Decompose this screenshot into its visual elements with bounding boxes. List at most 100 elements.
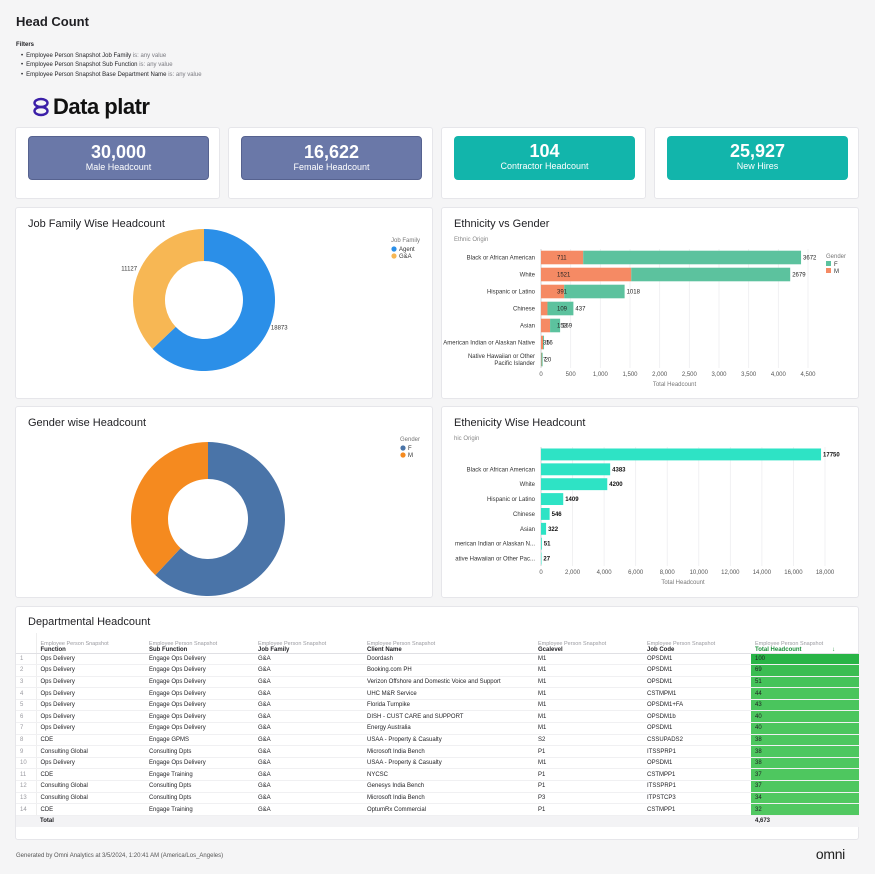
kpi-card-contractor: 104 Contractor Headcount	[441, 127, 646, 199]
omni-brand-logo: omni	[815, 846, 845, 862]
bar[interactable]	[564, 284, 625, 299]
table-row[interactable]: 13 Consulting Global Consulting Dpts G&A Mic…	[16, 792, 859, 805]
column-header-job-family[interactable]: Employee Person Snapshot Job Family	[254, 633, 363, 654]
table-row[interactable]: 6 Ops Delivery Engage Ops Delivery G&A DISH …	[16, 710, 859, 724]
bar[interactable]	[541, 507, 550, 520]
legend-title: Job Family	[391, 238, 420, 244]
bar[interactable]	[541, 537, 542, 550]
bar[interactable]	[541, 318, 551, 333]
row-number: 8	[16, 734, 37, 747]
table-row[interactable]: 4 Ops Delivery Engage Ops Delivery G&A UHC M…	[16, 687, 859, 700]
table-cell: USAA - Property & Casualty	[363, 734, 534, 747]
donut-slice[interactable]	[152, 229, 275, 371]
table-row[interactable]: 12 Consulting Global Consulting Dpts G&A Gen…	[16, 780, 859, 793]
column-header-total-headcount[interactable]: Employee Person Snapshot Total Headcount ↓	[751, 633, 859, 654]
table-cell: 38	[751, 745, 859, 758]
table-cell: DISH - CUST CARE and SUPPORT	[363, 710, 534, 724]
legend-label: F	[408, 446, 412, 452]
table-row[interactable]: 5 Ops Delivery Engage Ops Delivery G&A Flori…	[16, 699, 859, 712]
table-row[interactable]: 8 CDE Engage GPMS G&A USAA - Property & Casu…	[16, 734, 859, 747]
gender-donut-chart: Gender FM	[131, 437, 420, 596]
donut-slice[interactable]	[133, 229, 204, 349]
legend-label: G&A	[399, 254, 412, 260]
kpi-male-headcount[interactable]: 30,000 Male Headcount	[28, 136, 209, 180]
company-logo: Data platr	[32, 94, 150, 120]
kpi-contractor-headcount[interactable]: 104 Contractor Headcount	[454, 136, 635, 180]
table-cell: Engage Ops Delivery	[145, 722, 254, 735]
donut-slice[interactable]	[155, 442, 285, 596]
table-cell	[145, 815, 254, 827]
bar[interactable]	[541, 463, 611, 476]
table-row[interactable]: 3 Ops Delivery Engage Ops Delivery G&A Veriz…	[16, 676, 859, 689]
table-viewport[interactable]: Employee Person Snapshot Function Employe…	[16, 633, 859, 839]
table-cell: ITSSPRP1	[643, 745, 751, 758]
table-cell: P3	[534, 792, 643, 805]
bar[interactable]	[541, 522, 547, 535]
table-row[interactable]: 10 Ops Delivery Engage Ops Delivery G&A USAA…	[16, 757, 859, 770]
column-header-function[interactable]: Employee Person Snapshot Function	[36, 633, 145, 654]
table-cell: Engage Training	[145, 803, 254, 816]
bar[interactable]	[541, 284, 565, 299]
table-cell: Engage Ops Delivery	[145, 757, 254, 770]
y-tick-label: Chinese	[513, 512, 536, 518]
table-row[interactable]: 14 CDE Engage Training G&A OptumRx Commercia…	[16, 803, 859, 816]
bar[interactable]	[541, 552, 542, 565]
bar[interactable]	[541, 250, 584, 265]
column-header-job-code[interactable]: Employee Person Snapshot Job Code	[643, 633, 751, 654]
bar[interactable]	[541, 352, 542, 367]
bar-value-label: 437	[575, 307, 586, 313]
bar-value-label: 4200	[609, 482, 623, 488]
row-number: 14	[16, 803, 37, 816]
x-tick-label: 10,000	[690, 570, 709, 576]
table-cell: Consulting Dpts	[145, 780, 254, 793]
bar-value-label: 711	[557, 256, 567, 262]
bar[interactable]	[541, 267, 632, 282]
x-tick-label: 8,000	[660, 570, 676, 576]
filter-item[interactable]: Employee Person Snapshot Sub Function is…	[21, 61, 202, 71]
y-tick-label: Chinese	[513, 307, 536, 313]
table-row[interactable]: 9 Consulting Global Consulting Dpts G&A Micr…	[16, 745, 859, 758]
table-cell: OptumRx Commercial	[363, 803, 534, 816]
arrow-down-icon[interactable]: ↓	[832, 646, 835, 653]
bar[interactable]	[541, 335, 544, 350]
bar[interactable]	[550, 318, 561, 333]
bar[interactable]	[541, 448, 822, 461]
table-cell: P1	[534, 803, 643, 816]
bar-value-label: 322	[548, 527, 559, 533]
table-cell: UHC M&R Service	[363, 687, 534, 700]
bar[interactable]	[541, 301, 548, 316]
kpi-new-hires[interactable]: 25,927 New Hires	[667, 136, 848, 180]
bar[interactable]	[547, 301, 574, 316]
y-tick-label: Black or African American	[467, 256, 535, 262]
kpi-card-new-hires: 25,927 New Hires	[654, 127, 859, 199]
filter-item[interactable]: Employee Person Snapshot Base Department…	[21, 71, 201, 81]
bar[interactable]	[543, 335, 545, 350]
bar[interactable]	[631, 267, 791, 282]
bar[interactable]	[541, 478, 608, 491]
column-header-sub-function[interactable]: Employee Person Snapshot Sub Function	[145, 633, 254, 654]
table-cell	[16, 815, 36, 827]
row-number: 13	[16, 792, 37, 805]
bar[interactable]	[541, 352, 543, 367]
legend-title: Gender	[826, 254, 846, 260]
table-row[interactable]: 7 Ops Delivery Engage Ops Delivery G&A Energ…	[16, 722, 859, 735]
bar[interactable]	[541, 493, 564, 506]
legend-swatch	[826, 261, 831, 266]
filter-item[interactable]: Employee Person Snapshot Job Family is: …	[21, 52, 202, 62]
table-row[interactable]: 11 CDE Engage Training G&A NYCSC P1 CSTMPP1 37	[16, 768, 859, 782]
bar-value-label: 27	[543, 557, 550, 563]
table-row[interactable]: 1 Ops Delivery Engage Ops Delivery G&A Doord…	[16, 653, 859, 666]
column-header-client-name[interactable]: Employee Person Snapshot Client Name	[363, 633, 534, 654]
kpi-female-headcount[interactable]: 16,622 Female Headcount	[241, 136, 422, 180]
ethnicity-gender-chart-card: Ethnicity vs Gender 0 500 1,000 1,500 2,000 2…	[441, 207, 859, 399]
bar[interactable]	[583, 250, 802, 265]
legend-label: M	[834, 269, 839, 275]
x-tick-label: 12,000	[721, 570, 740, 576]
table-cell: 32	[751, 803, 859, 816]
donut-slice[interactable]	[131, 442, 208, 576]
y-tick-label: White	[520, 273, 536, 279]
slice-label: 11127	[121, 266, 137, 272]
column-header-gcalevel[interactable]: Employee Person Snapshot Gcalevel	[534, 633, 643, 654]
table-row[interactable]: 2 Ops Delivery Engage Ops Delivery G&A Booki…	[16, 664, 859, 677]
bar-value-label: 7	[543, 358, 547, 364]
